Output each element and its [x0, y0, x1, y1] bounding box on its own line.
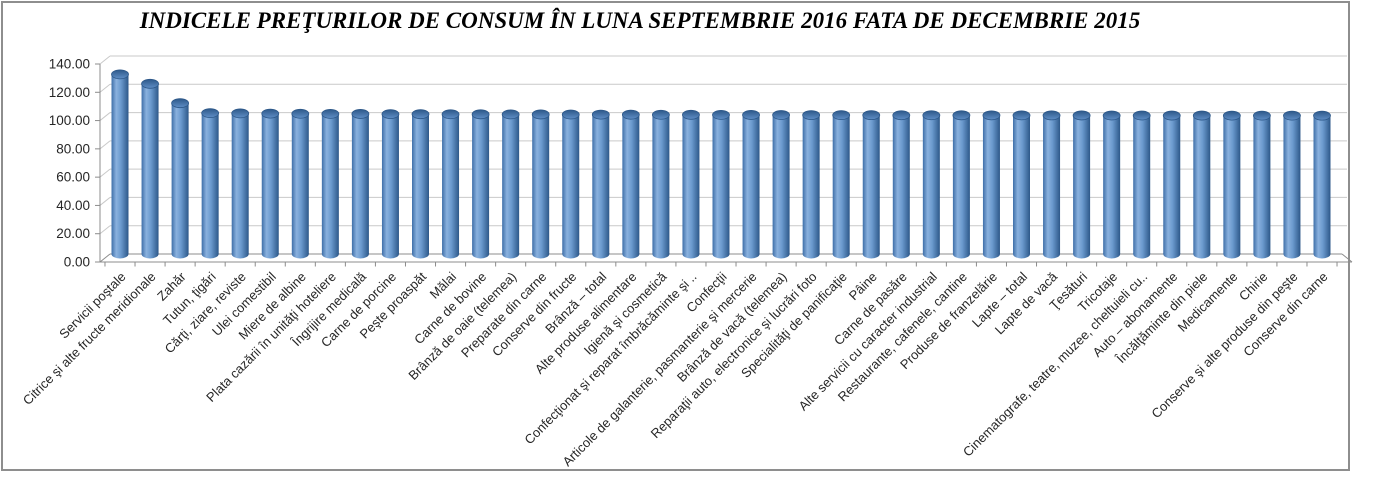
- chart-frame: [1, 1, 1350, 471]
- bar: [111, 69, 129, 259]
- bar: [802, 110, 821, 259]
- bar: [862, 110, 881, 259]
- bar: [1132, 110, 1151, 259]
- y-tick-label: 20.00: [56, 226, 90, 241]
- bar: [1222, 110, 1241, 259]
- bar: [652, 109, 670, 259]
- bar: [501, 109, 520, 259]
- bar: [742, 110, 760, 259]
- y-tick-label: 100.00: [49, 113, 90, 128]
- bar: [351, 109, 370, 259]
- y-tick-label: 40.00: [56, 198, 90, 213]
- bar: [201, 108, 220, 259]
- bar: [772, 110, 790, 259]
- bar: [1253, 110, 1271, 259]
- bar: [712, 109, 730, 259]
- y-axis-labels: 0.00 20.00 40.00 60.00 80.00 100.00 120.00 140.…: [49, 57, 90, 270]
- y-tick-label: 0.00: [64, 255, 90, 270]
- bar: [321, 108, 340, 259]
- bar: [171, 98, 190, 259]
- bar: [471, 109, 490, 259]
- bars: [111, 69, 1331, 259]
- bar: [561, 109, 580, 259]
- y-tick-label: 140.00: [49, 57, 90, 72]
- bar: [531, 109, 550, 259]
- bar: [591, 109, 610, 259]
- bar: [1192, 110, 1211, 259]
- bar: [832, 110, 851, 259]
- y-tick-label: 80.00: [56, 141, 90, 156]
- bar: [1072, 110, 1091, 259]
- bar: [261, 108, 280, 259]
- bar: [1162, 110, 1181, 259]
- bar: [952, 110, 971, 259]
- bar: [1012, 110, 1031, 259]
- y-tick-label: 60.00: [56, 170, 90, 185]
- bar: [141, 78, 159, 259]
- bar: [291, 108, 310, 259]
- bar: [1042, 110, 1061, 259]
- bar: [892, 110, 911, 259]
- category-label: Citrice şi alte fructe meridionale: [20, 269, 159, 408]
- bar: [621, 109, 640, 259]
- y-tick-label: 120.00: [49, 85, 90, 100]
- bar: [682, 109, 700, 259]
- bar: [231, 108, 250, 259]
- bar: [1283, 110, 1301, 259]
- bar: [922, 110, 941, 259]
- bar: [441, 109, 460, 259]
- bar: [982, 110, 1001, 259]
- chart-title: INDICELE PREŢURILOR DE CONSUM ÎN LUNA SE…: [139, 8, 1141, 33]
- bar: [1102, 110, 1121, 259]
- bar: [381, 109, 400, 259]
- bar: [411, 109, 430, 259]
- bar: [1313, 110, 1331, 259]
